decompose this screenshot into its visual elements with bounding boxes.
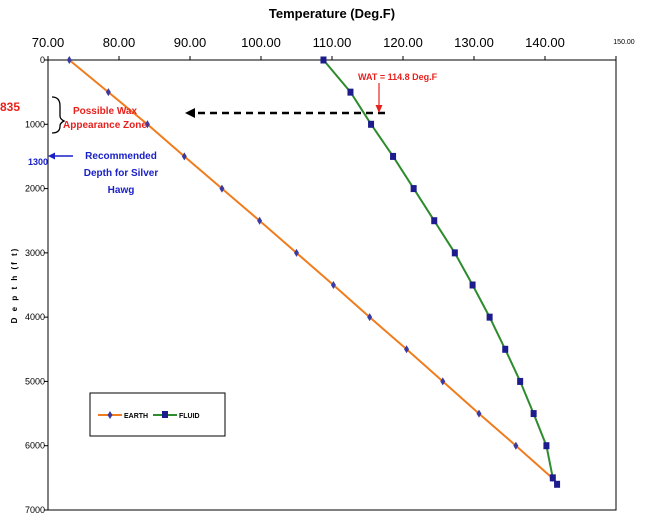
fluid-data-point [320, 56, 327, 64]
y-tick-label: 4000 [25, 312, 45, 322]
x-tick-label: 140.00 [525, 35, 565, 50]
y-tick-label: 7000 [25, 505, 45, 515]
earth-data-point [367, 313, 373, 322]
annotations: WAT = 114.8 Deg.F 835 Possible Wax Appea… [0, 72, 438, 196]
y-axis-label: D e p t h (f t) [10, 247, 19, 324]
earth-data-point [257, 216, 263, 225]
x-ticks: 70.00 80.00 90.00 100.00 110.00 120.00 130.00 1… [32, 35, 635, 60]
fluid-data-point [410, 185, 417, 193]
y-ticks: 0 1000 2000 3000 4000 5000 6000 7000 [25, 55, 48, 515]
x-tick-label: 130.00 [454, 35, 494, 50]
y-tick-label: 5000 [25, 376, 45, 386]
earth-data-point [404, 345, 410, 354]
depth-1300-label: 1300 [28, 157, 48, 167]
fluid-data-point [431, 217, 438, 225]
fluid-data-point [517, 377, 524, 385]
fluid-data-point [451, 249, 458, 257]
legend-earth-marker [107, 411, 113, 419]
wat-red-arrowhead [375, 105, 383, 113]
legend-fluid-label: FLUID [179, 413, 200, 420]
earth-data-point [294, 248, 299, 257]
earth-series-line [68, 59, 553, 479]
x-tick-label: 100.00 [241, 35, 281, 50]
chart-title: Temperature (Deg.F) [269, 6, 395, 21]
depth-835-label: 835 [0, 100, 20, 114]
legend-earth-label: EARTH [124, 413, 148, 420]
recommended-label-1: Recommended [85, 151, 157, 162]
earth-data-point [105, 88, 111, 97]
fluid-data-point [347, 88, 354, 96]
wax-zone-label-2: Appearance Zone [63, 120, 147, 131]
fluid-data-point [368, 120, 375, 128]
earth-data-point [181, 152, 187, 161]
earth-data-point [219, 184, 225, 193]
earth-data-point [66, 56, 72, 64]
series-layer [66, 56, 561, 488]
wat-arrow-head [185, 108, 195, 118]
y-tick-label: 2000 [25, 184, 45, 194]
fluid-data-point [486, 313, 493, 321]
fluid-data-point [390, 152, 397, 160]
fluid-data-point [469, 281, 476, 289]
recommended-arrow-head [48, 152, 55, 160]
fluid-data-point [530, 410, 537, 418]
wat-label: WAT = 114.8 Deg.F [358, 72, 438, 82]
earth-data-point [476, 409, 482, 418]
x-tick-label: 150.00 [613, 39, 635, 46]
wax-zone-label-1: Possible Wax [73, 106, 138, 117]
fluid-series-line [322, 59, 558, 485]
y-tick-label: 6000 [25, 441, 45, 451]
earth-data-point [513, 441, 519, 450]
fluid-data-point [502, 345, 509, 353]
wax-zone-bracket [51, 96, 66, 134]
earth-data-point [144, 120, 150, 129]
y-tick-label: 0 [40, 55, 45, 65]
fluid-data-point [554, 480, 561, 488]
x-tick-label: 70.00 [32, 35, 65, 50]
recommended-label-2: Depth for Silver [84, 168, 159, 179]
x-tick-label: 110.00 [313, 35, 352, 50]
fluid-data-point [543, 442, 550, 450]
earth-data-point [330, 281, 336, 289]
x-tick-label: 90.00 [174, 35, 207, 50]
legend-fluid-marker [162, 411, 168, 418]
recommended-label-3: Hawg [108, 185, 135, 196]
y-tick-label: 1000 [25, 119, 45, 129]
x-tick-label: 80.00 [103, 35, 136, 50]
earth-data-point [440, 377, 446, 386]
y-tick-label: 3000 [25, 248, 45, 258]
fluid-data-point [549, 474, 556, 482]
x-tick-label: 120.00 [383, 35, 423, 50]
legend: EARTH FLUID [89, 392, 226, 437]
